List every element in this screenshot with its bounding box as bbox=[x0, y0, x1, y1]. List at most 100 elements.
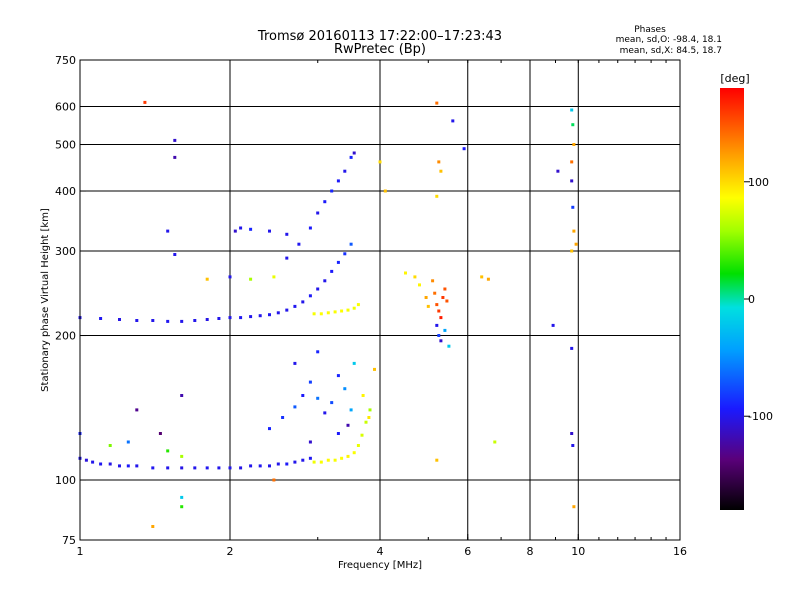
echo-point bbox=[323, 411, 327, 415]
echo-point bbox=[574, 242, 578, 246]
echo-point bbox=[439, 339, 443, 343]
echo-point bbox=[308, 294, 312, 298]
echo-point bbox=[258, 464, 262, 468]
echo-point bbox=[205, 277, 209, 281]
echo-point bbox=[258, 314, 262, 318]
echo-point bbox=[435, 303, 439, 307]
echo-point bbox=[356, 303, 360, 307]
echo-point bbox=[404, 271, 407, 275]
echo-point bbox=[443, 287, 447, 291]
echo-point bbox=[336, 179, 340, 183]
echo-point bbox=[493, 440, 497, 444]
echo-point bbox=[319, 460, 323, 464]
echo-point bbox=[340, 309, 344, 313]
echo-point bbox=[285, 308, 289, 312]
colorbar-ticks: 100 0 -100 bbox=[744, 176, 773, 423]
echo-point bbox=[166, 466, 170, 470]
echo-point bbox=[272, 275, 276, 279]
echo-point bbox=[308, 456, 312, 460]
echo-point bbox=[346, 454, 350, 458]
echo-point bbox=[151, 525, 155, 528]
echo-point bbox=[293, 361, 297, 365]
echo-point bbox=[356, 444, 360, 447]
colorbar-tick-label: 100 bbox=[748, 176, 769, 189]
echo-point bbox=[268, 229, 271, 233]
y-tick-label: 500 bbox=[55, 139, 76, 152]
echo-point bbox=[443, 328, 447, 332]
y-tick-label: 300 bbox=[55, 245, 76, 258]
x-tick-label: 4 bbox=[377, 545, 384, 558]
echo-point bbox=[268, 427, 271, 431]
x-tick-label: 8 bbox=[527, 545, 534, 558]
echo-point bbox=[118, 318, 121, 321]
echo-point bbox=[439, 169, 443, 173]
y-tick-label: 200 bbox=[55, 330, 76, 343]
echo-point bbox=[239, 466, 243, 470]
y-tick-label: 75 bbox=[62, 534, 76, 547]
echo-point bbox=[572, 505, 576, 509]
echo-point bbox=[312, 312, 316, 316]
colorbar-tick-label: 0 bbox=[748, 293, 755, 306]
x-tick-label: 6 bbox=[464, 545, 471, 558]
y-tick-label: 750 bbox=[55, 54, 76, 67]
x-tick-label: 1 bbox=[77, 545, 84, 558]
echo-point bbox=[285, 256, 289, 260]
echo-point bbox=[276, 311, 280, 315]
echo-point bbox=[435, 458, 439, 462]
echo-point bbox=[572, 143, 576, 146]
echo-point bbox=[301, 394, 305, 397]
chart-subtitle: RwPretec (Bp) bbox=[334, 42, 426, 57]
echo-point bbox=[228, 466, 232, 470]
echo-point bbox=[293, 405, 297, 409]
echo-point bbox=[571, 123, 575, 127]
echo-point bbox=[326, 311, 330, 315]
echo-point bbox=[571, 444, 575, 447]
stats-o-line: mean, sd,O: -98.4, 18.1 bbox=[616, 35, 722, 45]
x-tick-label: 16 bbox=[673, 545, 687, 558]
echo-point bbox=[285, 232, 289, 236]
stats-x-line: mean, sd,X: 84.5, 18.7 bbox=[620, 46, 722, 56]
echo-point bbox=[268, 313, 271, 317]
echo-point bbox=[239, 316, 243, 320]
echo-point bbox=[570, 249, 574, 253]
echo-point bbox=[352, 361, 356, 365]
y-tick-label: 600 bbox=[55, 101, 76, 114]
echo-point bbox=[336, 260, 340, 264]
echo-point bbox=[426, 304, 430, 308]
echo-point bbox=[330, 189, 334, 193]
echo-point bbox=[323, 200, 327, 204]
echo-point bbox=[239, 226, 243, 230]
echo-point bbox=[437, 160, 441, 164]
chart-title: Tromsø 20160113 17:22:00–17:23:43 bbox=[257, 29, 502, 44]
colorbar-label: [deg] bbox=[720, 72, 749, 85]
echo-point bbox=[180, 319, 184, 323]
y-axis-label: Stationary phase Virtual Height [km] bbox=[40, 208, 51, 392]
echo-point bbox=[480, 275, 484, 279]
echo-point bbox=[352, 451, 356, 455]
echo-point bbox=[193, 466, 197, 470]
echo-point bbox=[340, 456, 344, 460]
echo-point bbox=[301, 300, 305, 304]
echo-point bbox=[228, 316, 232, 320]
echo-point bbox=[99, 317, 103, 320]
echo-point bbox=[349, 242, 353, 246]
echo-point bbox=[293, 304, 297, 308]
echo-point bbox=[330, 269, 334, 273]
echo-point bbox=[312, 460, 316, 464]
echo-point bbox=[297, 242, 301, 246]
x-axis-label: Frequency [MHz] bbox=[338, 560, 422, 571]
echo-point bbox=[108, 444, 112, 447]
echo-point bbox=[451, 119, 455, 123]
echo-point bbox=[158, 432, 162, 435]
echo-point bbox=[373, 367, 376, 371]
echo-point bbox=[360, 433, 364, 437]
x-tick-label: 10 bbox=[571, 545, 585, 558]
echo-point bbox=[486, 277, 490, 281]
echo-point bbox=[308, 380, 312, 384]
echo-point bbox=[435, 323, 439, 327]
echo-point bbox=[447, 344, 451, 348]
echo-point bbox=[126, 464, 130, 468]
colorbar bbox=[720, 88, 744, 510]
echo-point bbox=[173, 155, 177, 159]
echo-point bbox=[308, 440, 312, 444]
